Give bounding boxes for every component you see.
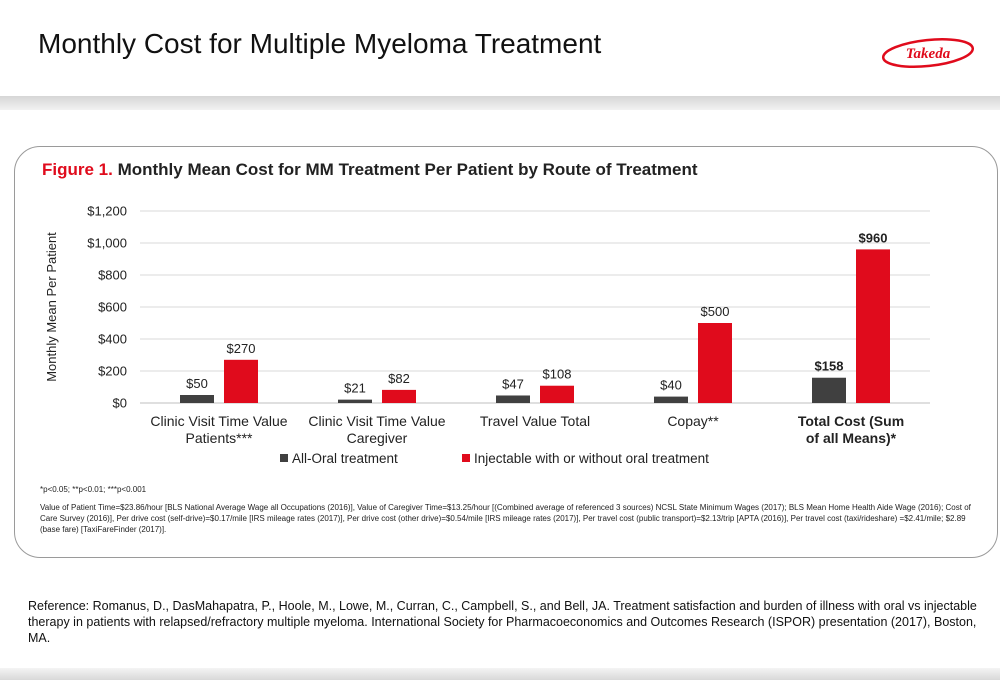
bar-injectable (224, 359, 258, 403)
legend-swatch (462, 454, 470, 462)
x-tick-label: Caregiver (347, 430, 408, 446)
data-label: $82 (388, 371, 410, 386)
data-label: $108 (543, 367, 572, 382)
legend-label: All-Oral treatment (292, 451, 398, 466)
reference-text: Reference: Romanus, D., DasMahapatra, P.… (28, 599, 977, 645)
takeda-logo: Takeda (881, 37, 975, 69)
data-label: $270 (227, 341, 256, 356)
data-label: $960 (859, 230, 888, 245)
y-tick-label: $400 (98, 332, 127, 347)
x-tick-label: Copay** (667, 413, 719, 429)
bar-injectable (540, 385, 574, 403)
figure-panel (14, 146, 998, 558)
bar-all-oral (338, 399, 372, 403)
bar-injectable (698, 323, 732, 403)
y-tick-label: $600 (98, 300, 127, 315)
y-tick-label: $0 (113, 396, 127, 411)
data-label: $21 (344, 381, 366, 396)
legend-swatch (280, 454, 288, 462)
x-tick-label: Clinic Visit Time Value (308, 413, 445, 429)
methods-note: Value of Patient Time=$23.86/hour [BLS N… (40, 503, 971, 534)
legend-label: Injectable with or without oral treatmen… (474, 451, 709, 466)
data-label: $40 (660, 378, 682, 393)
bar-injectable (382, 389, 416, 403)
y-tick-label: $200 (98, 364, 127, 379)
bar-injectable (856, 249, 890, 403)
data-label: $500 (701, 304, 730, 319)
x-tick-label: Travel Value Total (480, 413, 590, 429)
data-label: $50 (186, 376, 208, 391)
figure-caption: Figure 1. Monthly Mean Cost for MM Treat… (42, 160, 698, 180)
x-tick-label: Clinic Visit Time Value (150, 413, 287, 429)
x-tick-label: Total Cost (Sum (798, 413, 904, 429)
bar-all-oral (496, 395, 530, 403)
figure-label: Figure 1. (42, 160, 113, 179)
slide-title: Monthly Cost for Multiple Myeloma Treatm… (38, 28, 602, 59)
figure-caption-text: Monthly Mean Cost for MM Treatment Per P… (112, 160, 698, 179)
data-label: $158 (815, 359, 844, 374)
header-divider (0, 96, 1000, 110)
bar-all-oral (812, 377, 846, 403)
bar-all-oral (654, 396, 688, 403)
y-axis-label: Monthly Mean Per Patient (44, 232, 59, 382)
footer-divider (0, 668, 1000, 680)
logo-text: Takeda (906, 46, 951, 62)
y-tick-label: $1,000 (87, 236, 127, 251)
significance-note: *p<0.05; **p<0.01; ***p<0.001 (40, 485, 147, 494)
bar-all-oral (180, 395, 214, 403)
y-tick-label: $1,200 (87, 204, 127, 219)
y-tick-label: $800 (98, 268, 127, 283)
x-tick-label: of all Means)* (806, 430, 897, 446)
x-tick-label: Patients*** (186, 430, 253, 446)
data-label: $47 (502, 376, 524, 391)
